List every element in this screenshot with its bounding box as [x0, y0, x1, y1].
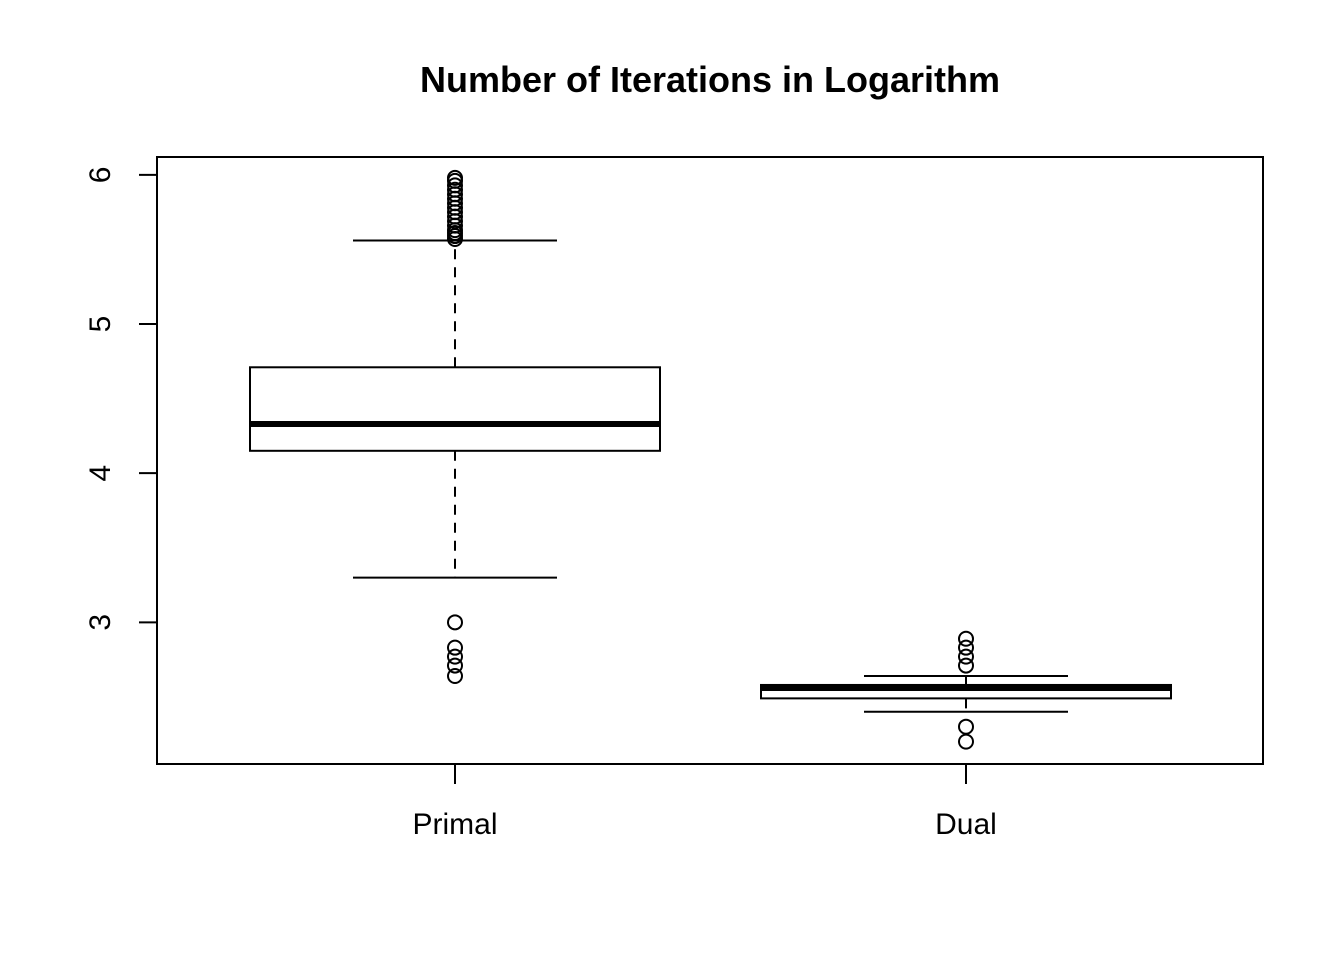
outlier-point: [958, 657, 974, 674]
y-axis: 3 4 5 6: [84, 167, 158, 631]
outlier-point: [447, 177, 463, 194]
outlier-point: [958, 648, 974, 665]
box-iqr: [249, 366, 661, 452]
outlier-point: [447, 657, 463, 674]
y-tick-label: 6: [84, 167, 117, 184]
x-tick-label: Primal: [412, 808, 497, 841]
y-tick-label: 4: [84, 465, 117, 482]
x-tick-label: Dual: [935, 808, 997, 841]
outlier-point: [447, 614, 463, 631]
outlier-point: [447, 668, 463, 685]
y-tick-label: 3: [84, 614, 117, 631]
outlier-point: [958, 718, 974, 735]
box-primal: [249, 169, 661, 685]
outlier-point: [958, 733, 974, 750]
outlier-point: [958, 630, 974, 647]
plot-frame: [156, 156, 1264, 765]
outlier-point: [958, 639, 974, 656]
y-tick-label: 5: [84, 316, 117, 333]
outlier-point: [447, 639, 463, 656]
box-dual: [760, 630, 1172, 750]
boxes-group: [249, 169, 1172, 750]
x-axis: Primal Dual: [412, 764, 997, 841]
outlier-point: [447, 648, 463, 665]
outlier-point: [447, 181, 463, 198]
outlier-point: [447, 169, 463, 186]
chart-title: Number of Iterations in Logarithm: [420, 59, 1000, 100]
